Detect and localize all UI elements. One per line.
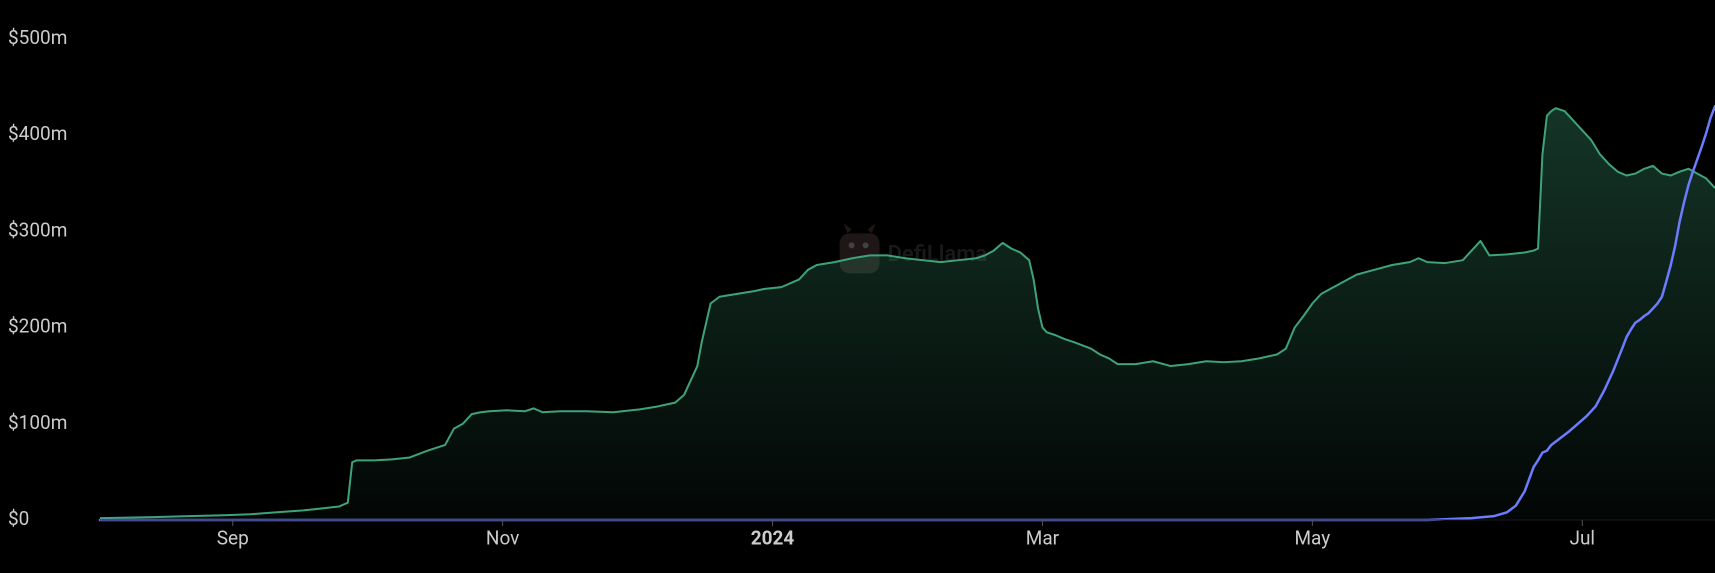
y-tick-label: $400m <box>8 122 67 145</box>
x-tick-label: Nov <box>486 526 519 549</box>
x-tick-label: Jul <box>1569 526 1595 549</box>
x-tick-label: 2024 <box>751 526 795 549</box>
y-tick-label: $100m <box>8 411 67 434</box>
y-tick-label: $0 <box>8 507 29 530</box>
y-tick-label: $200m <box>8 315 67 338</box>
x-tick-label: Mar <box>1026 526 1060 549</box>
tvl-chart: $0$100m$200m$300m$400m$500mDefiLlamaSepN… <box>0 0 1715 573</box>
x-tick-label: May <box>1294 526 1330 549</box>
x-tick-label: Sep <box>217 526 249 549</box>
chart-svg: $0$100m$200m$300m$400m$500mDefiLlamaSepN… <box>0 0 1715 573</box>
y-tick-label: $300m <box>8 218 67 241</box>
y-tick-label: $500m <box>8 26 67 49</box>
